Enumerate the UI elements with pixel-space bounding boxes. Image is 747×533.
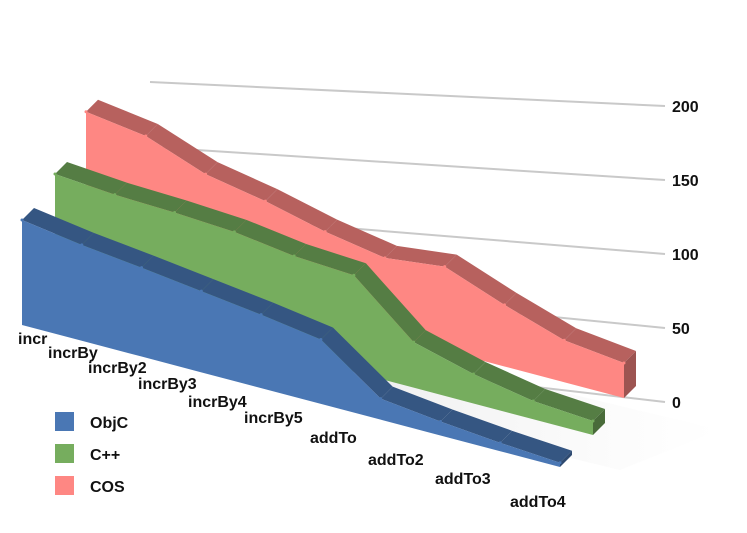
- series-top-facet: [533, 389, 605, 421]
- series-top-facet: [81, 232, 154, 268]
- series-top-facet: [413, 330, 486, 375]
- series-top-facet: [55, 162, 127, 195]
- category-label: incrBy5: [244, 410, 303, 427]
- data-point: [622, 361, 626, 365]
- series-top-facet: [473, 362, 546, 402]
- series-area: [22, 220, 560, 467]
- category-label: incrBy4: [188, 394, 247, 411]
- data-point: [263, 199, 267, 203]
- series-top-facet: [114, 182, 187, 213]
- series-cos: [84, 99, 636, 399]
- data-point: [80, 243, 84, 247]
- series-top-facet: [234, 219, 307, 257]
- y-tick-label: 100: [672, 247, 699, 264]
- data-point: [352, 273, 356, 277]
- y-tick-label: 150: [672, 173, 699, 190]
- series-top-facet: [353, 263, 426, 343]
- series-top-facet: [22, 208, 94, 245]
- data-point: [323, 230, 327, 234]
- category-label: addTo: [310, 430, 357, 447]
- data-point: [53, 172, 57, 176]
- data-point: [412, 340, 416, 344]
- data-point: [498, 441, 502, 445]
- data-point: [562, 338, 566, 342]
- data-point: [113, 193, 117, 197]
- category-label: addTo3: [435, 471, 491, 488]
- category-label: incrBy3: [138, 376, 197, 393]
- data-point: [471, 372, 475, 376]
- category-label: addTo4: [510, 494, 566, 511]
- series-top-facet: [174, 200, 247, 232]
- series-top-facet: [444, 254, 517, 305]
- data-point: [379, 397, 383, 401]
- series-top-facet: [500, 430, 572, 463]
- data-point: [438, 419, 442, 423]
- series-top-facet: [564, 328, 636, 363]
- data-point: [292, 254, 296, 258]
- data-point: [383, 256, 387, 260]
- data-point: [204, 172, 208, 176]
- series-top-facet: [384, 245, 457, 267]
- series-area: [55, 174, 593, 435]
- gridline: [149, 146, 666, 181]
- category-label: incr: [18, 331, 47, 348]
- series-top-facet: [205, 162, 278, 202]
- legend-swatch: [55, 476, 74, 495]
- legend-label: ObjC: [90, 415, 129, 432]
- series-end-cap: [593, 409, 605, 435]
- series-end-cap: [560, 450, 572, 467]
- category-label: incrBy: [48, 345, 98, 362]
- series-group: [20, 99, 636, 467]
- series-objc: [20, 208, 572, 467]
- y-tick-label: 50: [672, 321, 690, 338]
- data-point: [84, 110, 88, 114]
- series-c: [53, 162, 605, 435]
- legend-swatch: [55, 412, 74, 431]
- series-top-facet: [86, 99, 158, 136]
- series-top-facet: [440, 409, 513, 443]
- data-point: [144, 134, 148, 138]
- category-label: incrBy2: [88, 360, 147, 377]
- legend-label: C++: [90, 447, 120, 464]
- series-top-facet: [504, 292, 577, 341]
- data-point: [502, 303, 506, 307]
- legend: ObjC C++ COS: [55, 412, 129, 496]
- y-tick-labels: 0 50 100 150 200: [672, 99, 699, 412]
- data-point: [591, 419, 595, 423]
- series-top-facet: [380, 386, 453, 422]
- series-top-facet: [141, 255, 214, 292]
- legend-swatch: [55, 444, 74, 463]
- legend-label: COS: [90, 479, 125, 496]
- series-area: [86, 111, 624, 399]
- series-top-facet: [201, 279, 274, 315]
- series-end-cap: [624, 351, 636, 398]
- data-point: [531, 399, 535, 403]
- category-label: addTo2: [368, 452, 424, 469]
- data-point: [20, 218, 24, 222]
- series-top-facet: [294, 244, 366, 276]
- data-point: [259, 313, 263, 317]
- gridline: [149, 81, 666, 107]
- series-top-facet: [325, 219, 397, 258]
- series-top-facet: [320, 327, 393, 399]
- data-point: [173, 211, 177, 215]
- data-point: [558, 461, 562, 465]
- data-point: [443, 265, 447, 269]
- data-point: [232, 230, 236, 234]
- series-top-facet: [261, 302, 333, 340]
- data-point: [199, 289, 203, 293]
- series-top-facet: [265, 189, 338, 232]
- data-point: [319, 337, 323, 341]
- y-tick-label: 0: [672, 395, 681, 412]
- series-top-facet: [145, 123, 218, 175]
- y-tick-label: 200: [672, 99, 699, 116]
- data-point: [140, 266, 144, 270]
